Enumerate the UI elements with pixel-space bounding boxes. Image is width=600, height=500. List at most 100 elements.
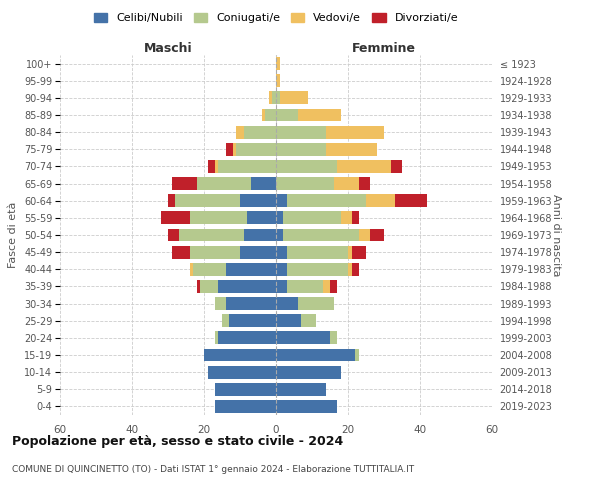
Bar — [334, 177, 359, 190]
Text: COMUNE DI QUINCINETTO (TO) - Dati ISTAT 1° gennaio 2024 - Elaborazione TUTTITALI: COMUNE DI QUINCINETTO (TO) - Dati ISTAT … — [12, 465, 414, 474]
Bar — [240, 246, 276, 258]
Bar — [298, 108, 341, 122]
Bar — [283, 212, 341, 224]
Bar — [200, 280, 218, 293]
Bar — [301, 314, 316, 327]
Bar — [215, 383, 276, 396]
Bar — [283, 228, 359, 241]
Bar — [287, 280, 323, 293]
Bar — [370, 228, 384, 241]
Bar — [262, 108, 265, 122]
Bar — [251, 177, 276, 190]
Bar — [215, 160, 218, 173]
Bar — [190, 246, 240, 258]
Bar — [276, 348, 355, 362]
Bar — [352, 246, 366, 258]
Bar — [276, 280, 287, 293]
Y-axis label: Anni di nascita: Anni di nascita — [551, 194, 561, 276]
Bar — [272, 92, 276, 104]
Bar — [287, 194, 366, 207]
Bar — [276, 143, 326, 156]
Text: Popolazione per età, sesso e stato civile - 2024: Popolazione per età, sesso e stato civil… — [12, 435, 343, 448]
Bar — [179, 228, 244, 241]
Bar — [287, 246, 348, 258]
Bar — [233, 143, 236, 156]
Bar — [280, 92, 308, 104]
Bar — [172, 246, 190, 258]
Bar — [359, 177, 370, 190]
Bar — [276, 314, 301, 327]
Bar — [326, 126, 384, 138]
Bar — [172, 177, 197, 190]
Bar — [276, 57, 280, 70]
Bar — [236, 143, 276, 156]
Bar — [236, 126, 244, 138]
Bar — [276, 194, 287, 207]
Bar — [265, 108, 276, 122]
Bar — [269, 92, 272, 104]
Bar — [244, 126, 276, 138]
Bar — [226, 143, 233, 156]
Bar — [218, 280, 276, 293]
Bar — [276, 92, 280, 104]
Bar — [395, 194, 427, 207]
Bar — [326, 143, 377, 156]
Bar — [226, 263, 276, 276]
Bar — [391, 160, 402, 173]
Bar — [190, 263, 193, 276]
Bar — [276, 108, 298, 122]
Bar — [276, 212, 283, 224]
Bar — [276, 228, 283, 241]
Bar — [337, 160, 391, 173]
Bar — [218, 332, 276, 344]
Bar — [276, 246, 287, 258]
Bar — [240, 194, 276, 207]
Bar — [330, 280, 337, 293]
Bar — [247, 212, 276, 224]
Bar — [193, 263, 226, 276]
Bar — [215, 400, 276, 413]
Bar — [190, 212, 247, 224]
Bar — [229, 314, 276, 327]
Bar — [359, 228, 370, 241]
Bar — [197, 177, 251, 190]
Bar — [276, 383, 326, 396]
Bar — [330, 332, 337, 344]
Bar — [348, 246, 352, 258]
Bar — [276, 126, 326, 138]
Bar — [276, 332, 330, 344]
Bar — [323, 280, 330, 293]
Bar — [215, 297, 226, 310]
Bar — [276, 297, 298, 310]
Bar — [244, 228, 276, 241]
Bar — [352, 263, 359, 276]
Bar — [341, 212, 352, 224]
Bar — [168, 228, 179, 241]
Bar — [226, 297, 276, 310]
Bar — [215, 332, 218, 344]
Bar — [298, 297, 334, 310]
Bar — [222, 314, 229, 327]
Text: Maschi: Maschi — [143, 42, 193, 55]
Bar — [208, 160, 215, 173]
Y-axis label: Fasce di età: Fasce di età — [8, 202, 19, 268]
Bar — [355, 348, 359, 362]
Bar — [161, 212, 190, 224]
Legend: Celibi/Nubili, Coniugati/e, Vedovi/e, Divorziati/e: Celibi/Nubili, Coniugati/e, Vedovi/e, Di… — [89, 8, 463, 28]
Bar — [276, 160, 337, 173]
Text: Femmine: Femmine — [352, 42, 416, 55]
Bar — [218, 160, 276, 173]
Bar — [276, 74, 280, 87]
Bar — [276, 263, 287, 276]
Bar — [276, 400, 337, 413]
Bar — [287, 263, 348, 276]
Bar — [208, 366, 276, 378]
Bar — [352, 212, 359, 224]
Bar — [348, 263, 352, 276]
Bar — [204, 348, 276, 362]
Bar — [276, 366, 341, 378]
Bar — [168, 194, 175, 207]
Bar — [276, 177, 334, 190]
Bar — [366, 194, 395, 207]
Bar — [197, 280, 200, 293]
